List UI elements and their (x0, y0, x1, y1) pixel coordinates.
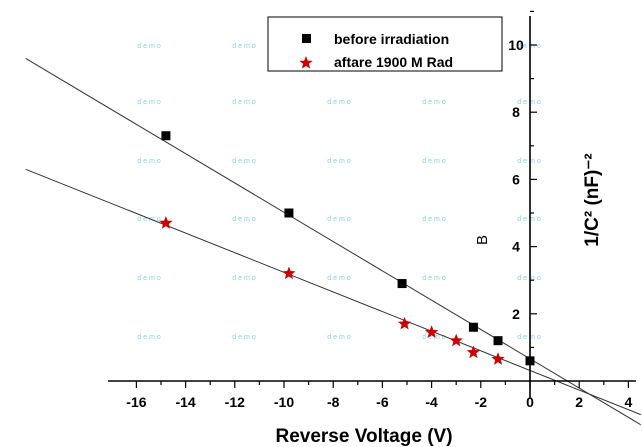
y-tick-label: 4 (512, 239, 520, 255)
watermark-text: demo (517, 334, 543, 341)
fit-line-series-1 (25, 58, 641, 426)
data-point-series-2 (424, 325, 439, 338)
data-point-series-2 (282, 266, 296, 280)
y-axis-title: 1/C² (nF)⁻² (582, 153, 603, 246)
x-tick-label: 0 (526, 394, 534, 410)
titles: Reverse Voltage (V) 1/C² (nF)⁻² B (275, 153, 603, 447)
y-tick-label: 2 (512, 306, 520, 322)
data-point-series-2 (397, 316, 412, 330)
x-tick-label: -4 (425, 394, 438, 410)
x-tick-label: -16 (126, 394, 146, 410)
data-point-series-1 (397, 279, 407, 289)
watermark-text: demo (232, 216, 258, 223)
watermark-text: demo (137, 334, 163, 341)
watermark-text: demo (517, 158, 543, 165)
data-point-series-2 (449, 333, 463, 347)
watermark-text: demo (517, 216, 543, 223)
y-tick-label: 8 (512, 104, 520, 120)
legend-label-series-1: before irradiation (334, 31, 449, 47)
data-point-series-1 (468, 322, 478, 332)
legend: before irradiation aftare 1900 M Rad (267, 16, 503, 72)
watermark-text: demo (327, 334, 353, 341)
watermark-text: demo (422, 99, 448, 106)
watermark-text: demo (137, 43, 163, 50)
watermark-text: demo (327, 158, 353, 165)
watermark-text: demo (517, 275, 543, 282)
x-tick-label: -2 (475, 394, 488, 410)
legend-label-series-2: aftare 1900 M Rad (334, 54, 453, 70)
watermark-text: demo (232, 334, 258, 341)
watermark-text: demo (422, 158, 448, 165)
markers (159, 131, 535, 366)
y-tick-label: 10 (508, 37, 524, 53)
x-tick-label: 4 (625, 394, 633, 410)
watermark-text: demo (422, 334, 448, 341)
watermark-text: demo (232, 275, 258, 282)
x-tick-label: -6 (376, 394, 389, 410)
watermark-text: demo (517, 99, 543, 106)
data-point-series-1 (493, 336, 503, 346)
data-point-series-1 (284, 208, 294, 218)
y-tick-label: 6 (512, 171, 520, 187)
watermarks: demo demo demo demo demo demo demo demo demo demo… (137, 43, 543, 341)
watermark-text: demo (137, 216, 163, 223)
watermark-text: demo (137, 99, 163, 106)
watermark-text: demo (137, 275, 163, 282)
data-point-series-2 (466, 345, 481, 359)
watermark-text: demo (232, 158, 258, 165)
watermark-text: demo (327, 216, 353, 223)
watermark-text: demo (232, 99, 258, 106)
axes: -16 -14 -12 -10 -8 -6 -4 -2 0 2 4 2 4 6 8 10 (108, 10, 636, 410)
fit-line-series-2 (25, 168, 641, 416)
data-point-series-1 (525, 356, 535, 366)
watermark-text: demo (137, 158, 163, 165)
watermark-text: demo (327, 99, 353, 106)
data-point-series-2 (159, 216, 173, 229)
fit-lines (25, 58, 641, 426)
x-tick-label: -8 (327, 394, 340, 410)
x-axis-title: Reverse Voltage (V) (275, 426, 452, 447)
watermark-text: demo (232, 43, 258, 50)
legend-marker-series-1 (302, 34, 311, 43)
data-point-series-2 (491, 352, 505, 365)
watermark-text: demo (422, 216, 448, 223)
watermark-text: demo (327, 275, 353, 282)
watermark-text: demo (422, 275, 448, 282)
watermark-text: demo (517, 43, 543, 50)
x-tick-label: -12 (225, 394, 245, 410)
x-tick-label: -14 (175, 394, 195, 410)
x-tick-label: -10 (274, 394, 294, 410)
x-tick-label: 2 (575, 394, 583, 410)
data-point-series-1 (161, 131, 171, 141)
stray-label-b: B (474, 235, 491, 245)
legend-marker-series-2 (299, 56, 313, 69)
